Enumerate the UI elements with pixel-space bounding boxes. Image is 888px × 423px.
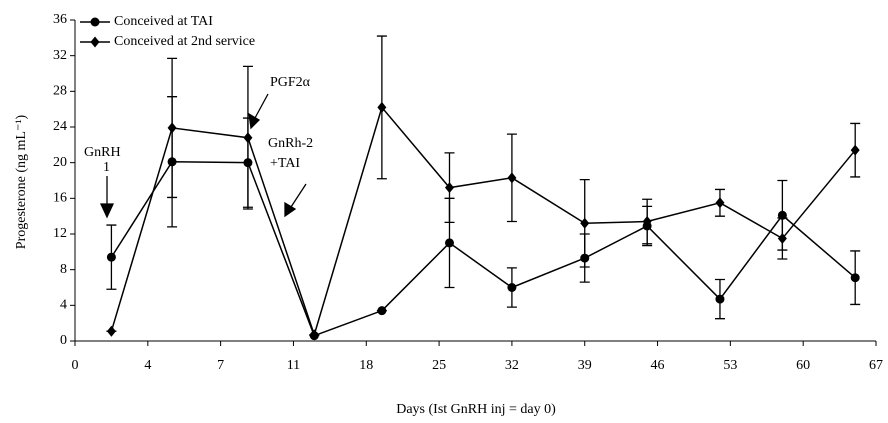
marker	[850, 273, 860, 283]
marker	[580, 217, 590, 229]
marker	[377, 101, 387, 113]
arrowhead	[99, 203, 115, 219]
x-tick-label: 46	[651, 358, 665, 373]
marker	[642, 216, 652, 228]
legend-label: Conceived at 2nd service	[114, 34, 255, 49]
y-tick-label: 20	[53, 155, 67, 170]
x-tick-label: 60	[796, 358, 810, 373]
arrowhead	[248, 112, 261, 130]
legend-label: Conceived at TAI	[114, 14, 213, 29]
marker	[444, 238, 454, 248]
marker	[309, 329, 319, 341]
marker	[507, 172, 517, 184]
annotation: +TAI	[270, 156, 300, 171]
arrow	[290, 183, 307, 208]
x-tick-label: 53	[723, 358, 737, 373]
marker	[167, 122, 177, 134]
marker	[715, 197, 725, 209]
x-tick-label: 11	[287, 358, 300, 373]
marker	[90, 17, 100, 27]
x-tick-label: 39	[578, 358, 592, 373]
arrow	[254, 93, 269, 119]
y-axis-label: Progesterone (ng mL⁻¹)	[14, 114, 29, 249]
marker	[777, 232, 787, 244]
y-tick-label: 0	[60, 333, 67, 348]
x-tick-label: 32	[505, 358, 519, 373]
x-tick-label: 67	[869, 358, 883, 373]
y-tick-label: 24	[53, 119, 67, 134]
marker	[243, 132, 253, 144]
marker	[507, 283, 517, 292]
annotation: GnRH	[84, 145, 121, 160]
x-tick-label: 25	[432, 358, 446, 373]
series-line	[110, 161, 856, 337]
x-tick-label: 4	[144, 358, 151, 373]
marker	[106, 325, 116, 337]
y-tick-label: 36	[53, 12, 67, 27]
series-line	[110, 105, 856, 338]
y-tick-label: 12	[53, 226, 67, 241]
marker	[90, 36, 100, 48]
x-tick-label: 7	[217, 358, 224, 373]
y-tick-label: 8	[60, 262, 67, 277]
x-tick-label: 18	[359, 358, 373, 373]
y-tick-label: 16	[53, 191, 67, 206]
y-tick-label: 4	[60, 298, 67, 313]
x-tick-label: 0	[72, 358, 79, 373]
x-axis-label: Days (Ist GnRH inj = day 0)	[396, 402, 556, 417]
marker	[850, 144, 860, 156]
annotation: GnRh-2	[268, 136, 313, 151]
marker	[715, 294, 725, 304]
marker	[106, 252, 116, 262]
annotation: 1	[103, 160, 110, 175]
marker	[444, 182, 454, 194]
y-tick-label: 32	[53, 48, 67, 63]
y-tick-label: 28	[53, 84, 67, 99]
annotation: PGF2α	[270, 75, 311, 90]
arrowhead	[284, 201, 297, 218]
marker	[377, 306, 387, 316]
